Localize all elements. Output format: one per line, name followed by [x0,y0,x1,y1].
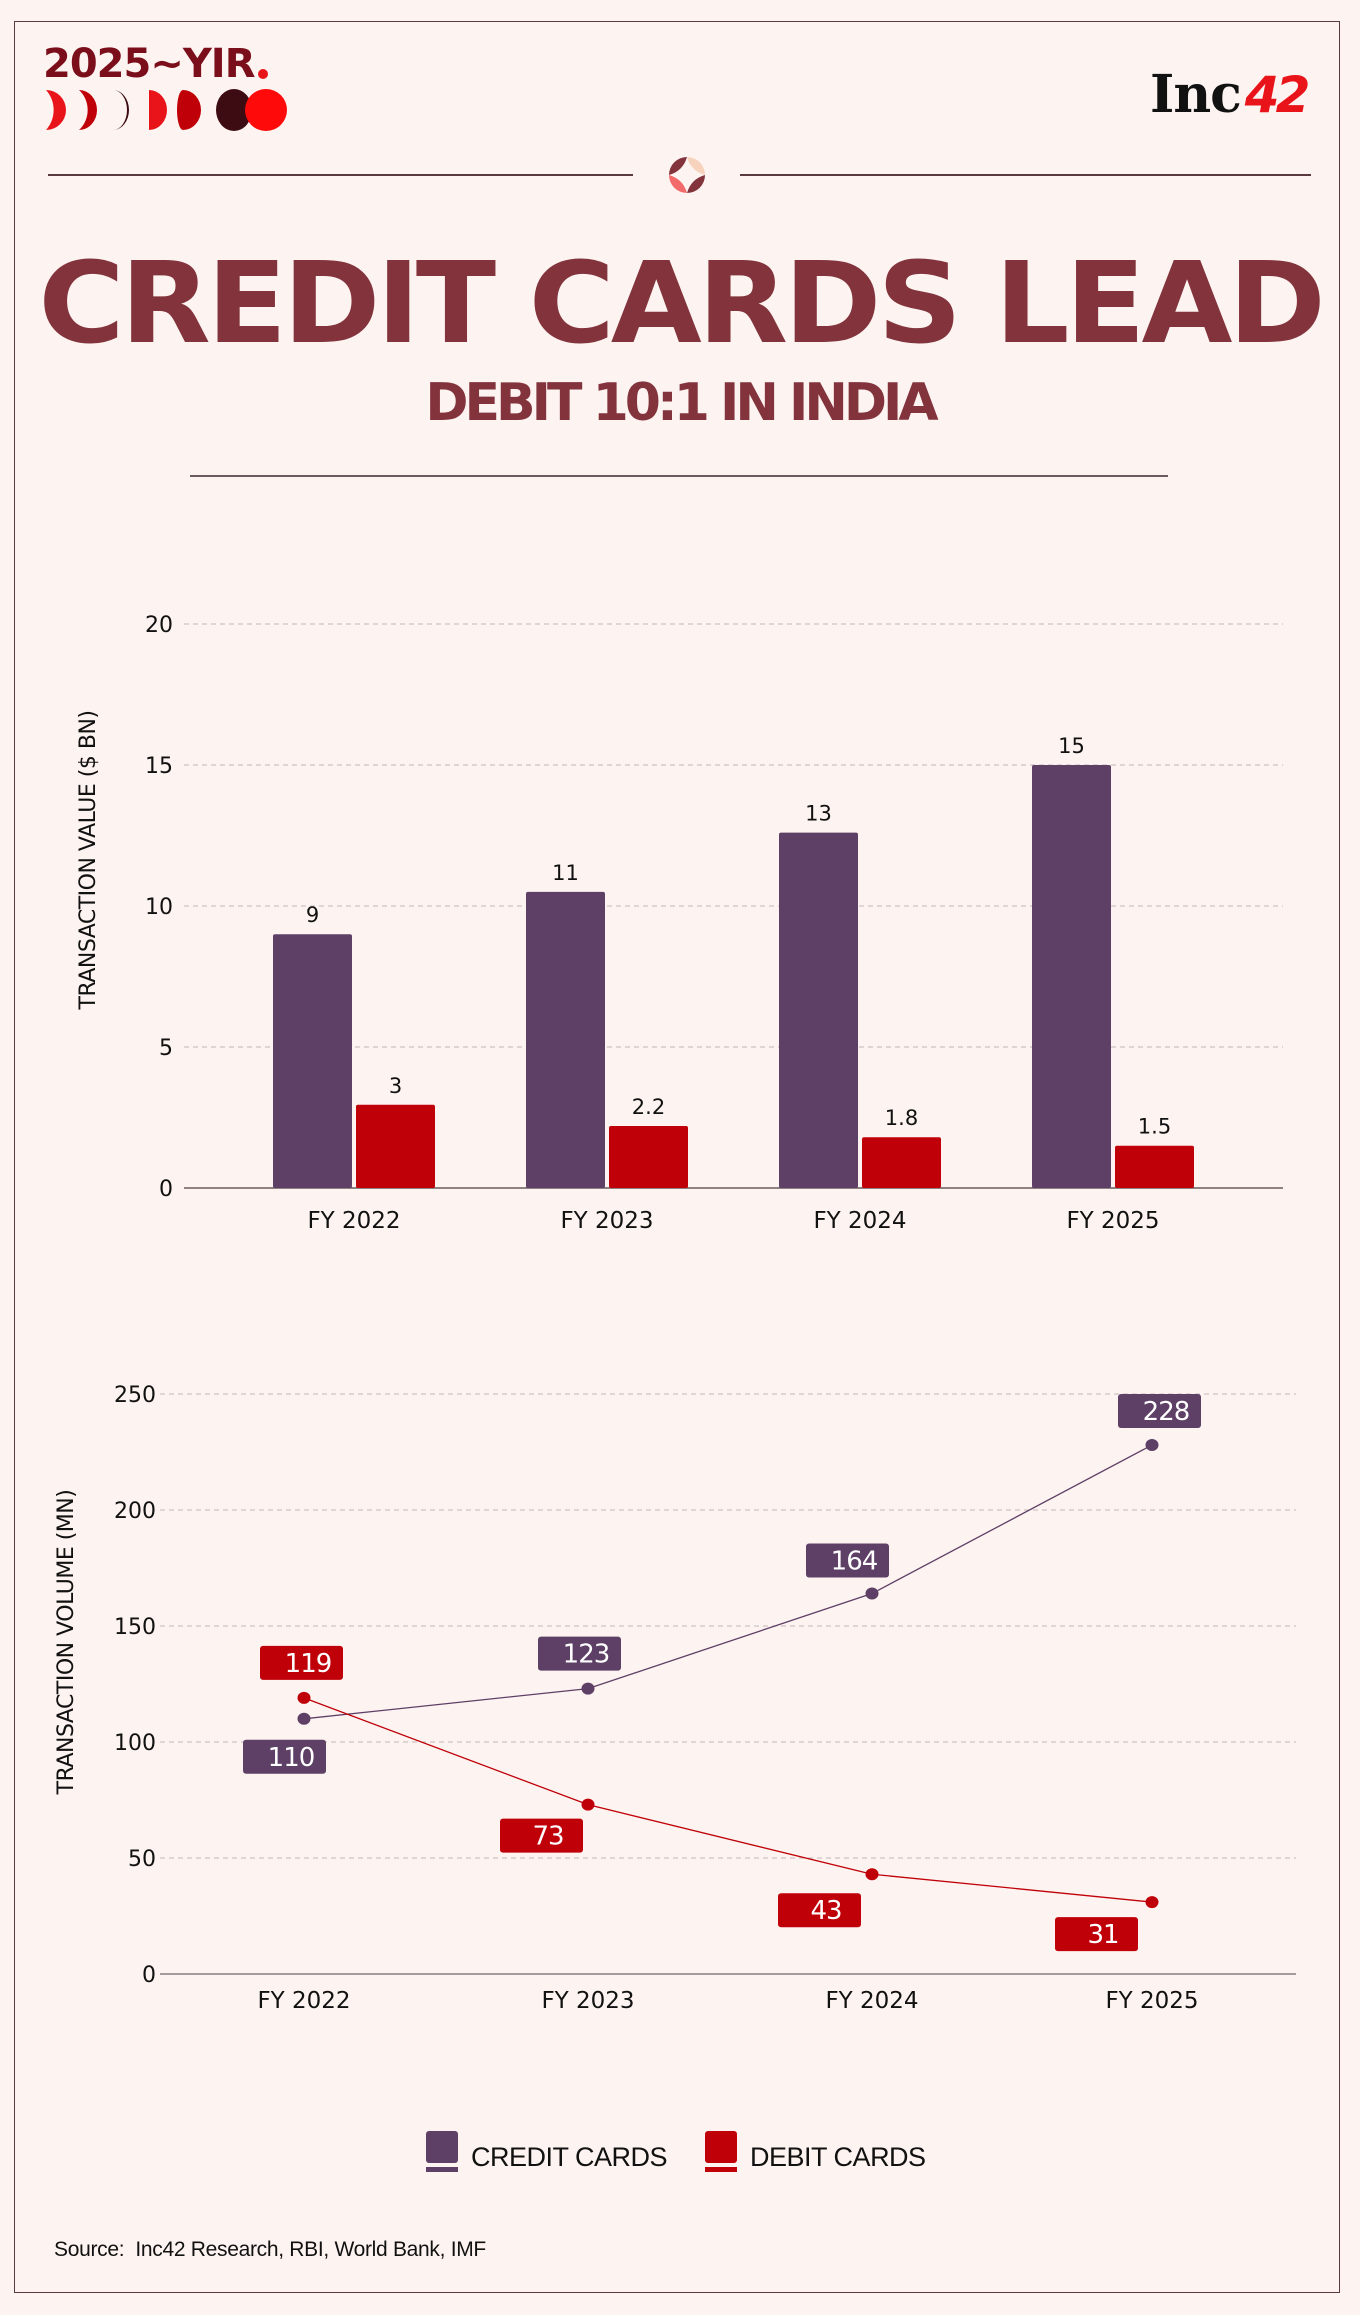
line-point-credit [1145,1439,1159,1452]
line-point-debit [1145,1896,1159,1909]
line-label-box-debit [260,1645,343,1680]
line-chart-y-tick-label: 0 [142,1963,156,1988]
line-point-debit [297,1691,311,1704]
bar-credit [526,891,605,1188]
bar-debit [609,1125,688,1188]
legend-swatch-credit [426,2131,458,2163]
bar-value-label: 1.8 [885,1106,918,1130]
line-point-debit [865,1868,879,1881]
line-value-label: 73 [532,1822,563,1852]
line-label-box-debit [778,1893,861,1928]
line-series-debit [303,1697,1153,1903]
bar-value-label: 13 [805,802,832,826]
line-value-label: 123 [563,1640,610,1670]
bar-value-label: 3 [389,1074,402,1098]
legend-label: CREDIT CARDS [471,2142,668,2172]
line-label-box-credit [538,1636,621,1671]
line-label-box-credit [806,1543,889,1578]
title-divider [190,475,1168,477]
line-chart-x-tick-label: FY 2022 [257,1988,350,2014]
line-value-label: 31 [1087,1920,1118,1950]
line-point-credit [865,1587,879,1600]
line-chart-x-tick-label: FY 2024 [825,1988,918,2014]
line-label-box-credit [1118,1394,1201,1429]
bar-chart-y-axis-title: TRANSACTION VALUE ($ BN) [76,711,101,1011]
bar-chart-y-tick-label: 0 [159,1177,173,1202]
line-value-label: 43 [810,1896,841,1926]
bar-chart-y-tick-label: 5 [159,1036,173,1061]
line-point-credit [581,1682,595,1695]
legend-item-debit-cards: DEBIT CARDS [705,2131,926,2173]
bar-value-label: 15 [1058,734,1085,758]
line-chart-y-tick-label: 50 [128,1847,156,1872]
bar-chart-x-tick-label: FY 2023 [560,1208,653,1234]
bar-value-label: 11 [552,861,579,885]
year-in-review-logo: 2025~YIR [43,41,287,131]
line-point-credit [297,1712,311,1725]
bar-credit [273,934,352,1188]
logo-dot-icon [257,69,268,79]
moon-phases-icon [46,89,287,131]
line-chart-x-tick-label: FY 2023 [541,1988,634,2014]
line-label-box-debit [500,1818,583,1853]
source-note: Source: Inc42 Research, RBI, World Bank,… [54,2238,486,2261]
bar-debit [862,1137,941,1188]
line-point-debit [581,1798,595,1811]
line-chart-y-tick-label: 100 [114,1731,156,1756]
bar-chart: TRANSACTION VALUE ($ BN) 0 5 10 15 20 9 3 FY 20… [76,613,1283,1234]
bar-value-label: 1.5 [1138,1115,1171,1139]
line-chart-y-tick-label: 250 [114,1383,156,1408]
bar-debit [1115,1145,1194,1188]
bar-value-label: 9 [306,903,319,927]
line-value-label: 119 [285,1649,332,1679]
bar-chart-x-tick-label: FY 2022 [307,1208,400,1234]
year-in-review-logo-text: 2025~YIR [43,41,255,87]
line-value-label: 164 [831,1547,878,1577]
bar-debit [356,1104,435,1188]
infographic-frame [14,21,1340,2293]
legend-item-credit-cards: CREDIT CARDS [426,2131,668,2173]
bar-chart-x-tick-label: FY 2024 [813,1208,906,1234]
inc42-logo-number: 42 [1244,66,1311,124]
inc42-logo-word: Inc [1150,64,1242,125]
line-chart-y-axis-title: TRANSACTION VOLUME (MN) [54,1490,79,1796]
legend: CREDIT CARDS DEBIT CARDS [426,2131,964,2173]
page-title: CREDIT CARDS LEAD [38,239,1326,369]
line-label-box-credit [243,1739,326,1774]
line-value-label: 110 [268,1743,315,1773]
line-label-box-debit [1055,1917,1138,1952]
bar-chart-y-tick-label: 15 [145,754,173,779]
bar-chart-y-tick-label: 10 [145,895,173,920]
page-subtitle: DEBIT 10:1 IN INDIA [425,373,938,433]
bar-value-label: 2.2 [632,1095,665,1119]
legend-label: DEBIT CARDS [750,2142,926,2172]
bar-credit [1032,765,1111,1188]
bar-chart-y-tick-label: 20 [145,613,173,638]
header-divider-left [48,174,633,176]
line-series-credit [303,1444,1153,1720]
legend-swatch-debit [705,2131,738,2163]
bar-credit [779,832,858,1188]
line-chart-x-tick-label: FY 2025 [1105,1988,1198,2014]
line-chart-y-tick-label: 150 [114,1615,156,1640]
ornament-icon [669,157,705,193]
bar-chart-x-tick-label: FY 2025 [1066,1208,1159,1234]
line-chart-y-tick-label: 200 [114,1499,156,1524]
line-chart: TRANSACTION VOLUME (MN) 0 50 100 150 200 250 F… [54,1383,1296,2014]
header-divider-right [740,174,1311,176]
line-value-label: 228 [1143,1397,1190,1427]
inc42-logo: Inc 42 [1150,64,1311,125]
